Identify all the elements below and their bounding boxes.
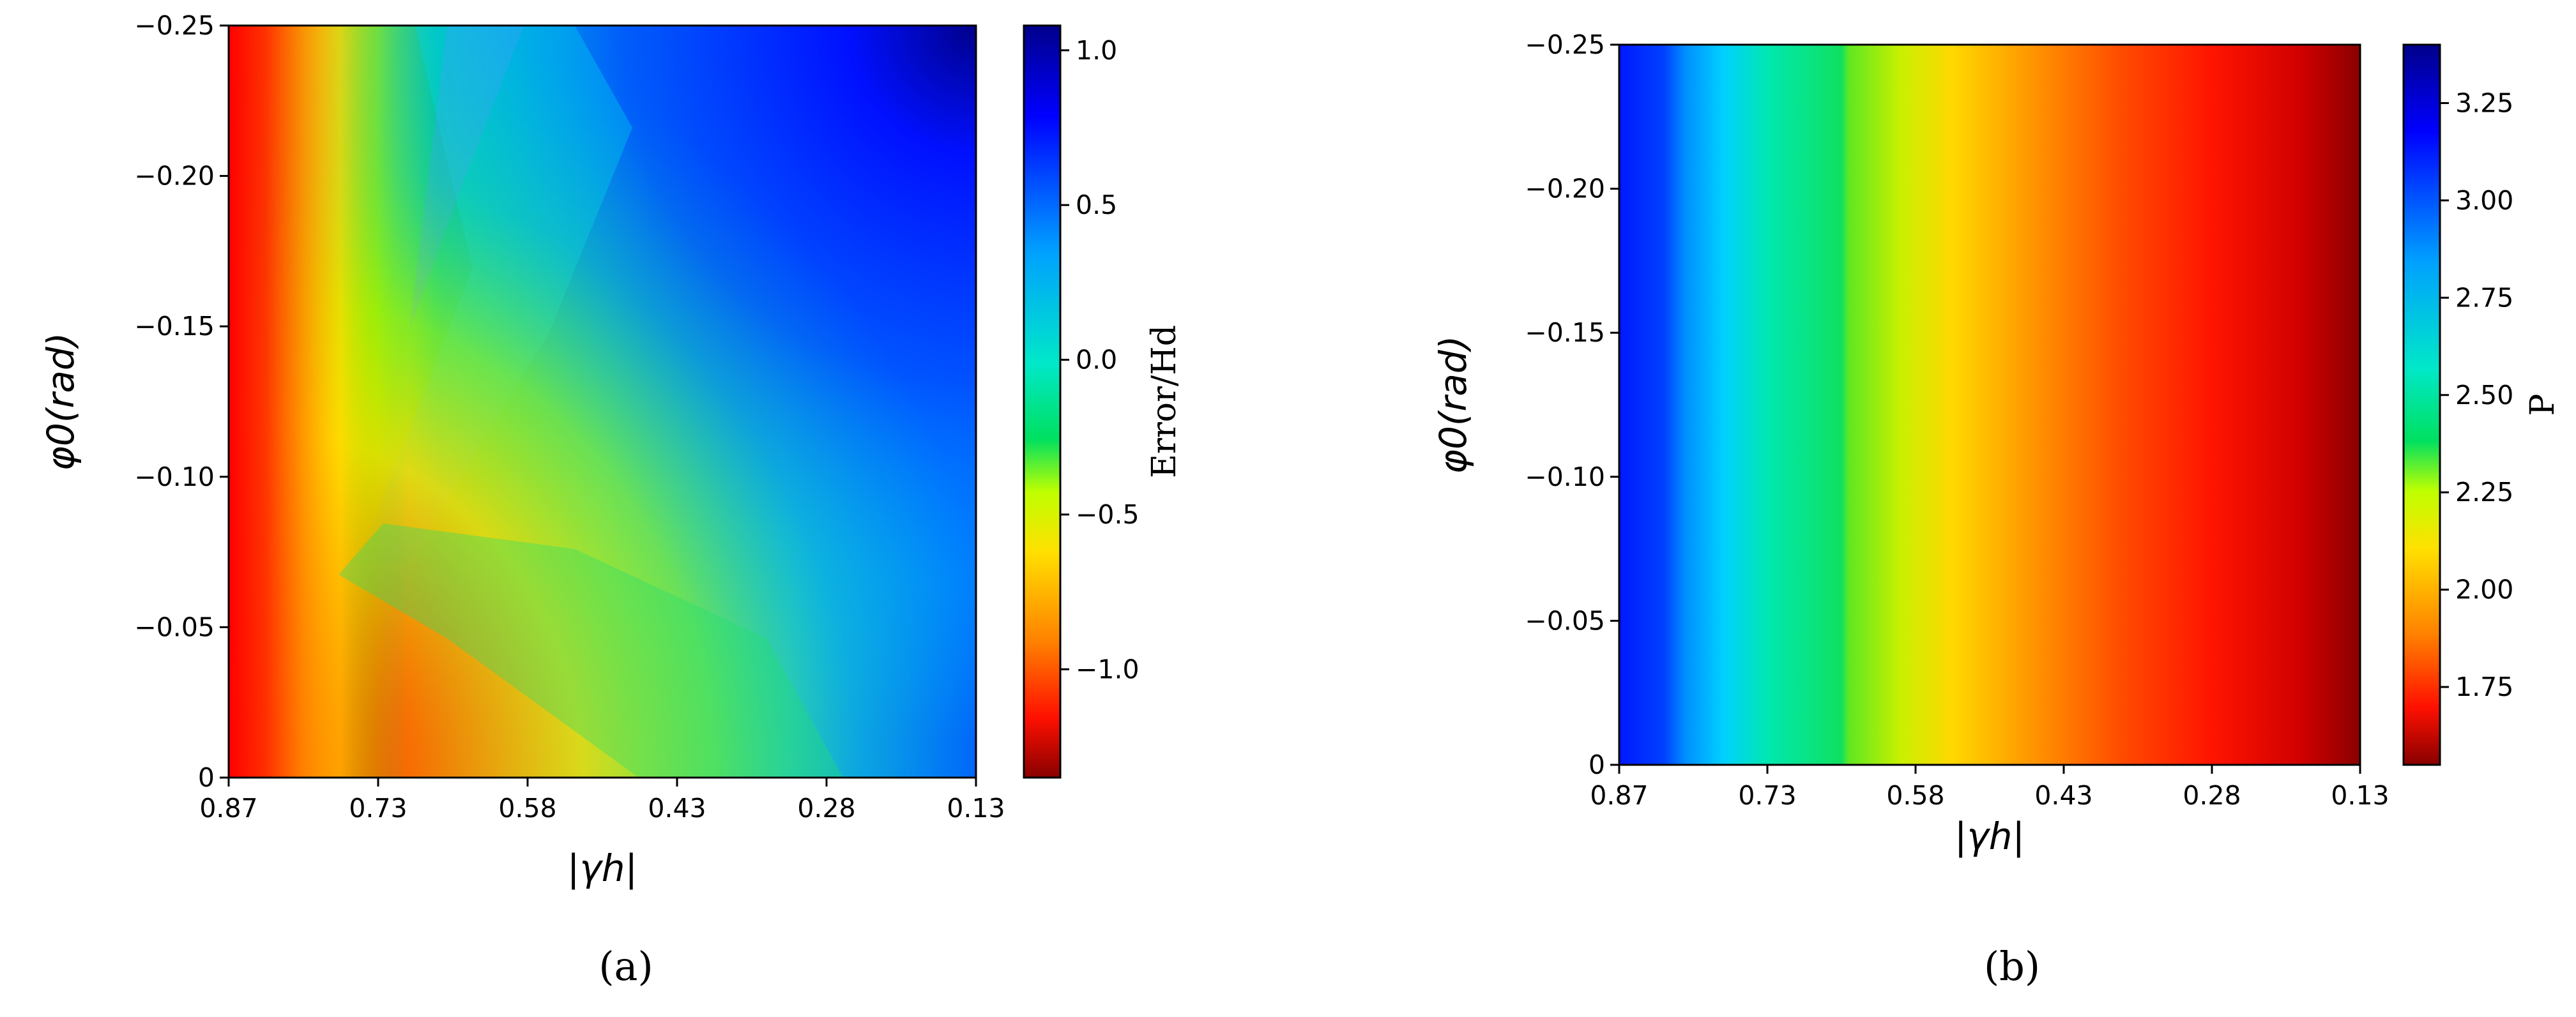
- x-tick-label: 0.87: [199, 793, 257, 824]
- colorbar-tick-label: 1.75: [2455, 672, 2513, 702]
- colorbar-tick-label: 1.0: [1076, 35, 1117, 66]
- heatmap-a-plot-area: [229, 26, 976, 778]
- colorbar-tick-label: 3.25: [2455, 87, 2513, 118]
- x-tick-label: 0.73: [349, 793, 407, 824]
- y-tick-label: −0.05: [1525, 605, 1605, 636]
- x-tick-label: 0.13: [2331, 780, 2389, 811]
- heatmap-panel-a: −0.25−0.20−0.15−0.10−0.050 0.87 0.73 0.58 0…: [39, 10, 1184, 990]
- heatmap-a-xlabel: |γh|: [567, 847, 637, 890]
- colorbar-a-label: Error/Hd: [1145, 325, 1184, 478]
- colorbar-tick-label: 0.5: [1076, 190, 1117, 220]
- y-tick-label: 0: [198, 762, 215, 793]
- colorbar-tick-label: −0.5: [1076, 499, 1139, 530]
- colorbar-a-ticks: 1.0 0.5 0.0 −0.5 −1.0: [1060, 35, 1139, 684]
- x-tick-label: 0.87: [1590, 780, 1648, 811]
- colorbar-b-ticks: 3.25 3.00 2.75 2.50 2.25 2.00 1.75: [2440, 87, 2513, 702]
- heatmap-a-ylabel: φ0(rad): [39, 333, 82, 471]
- colorbar-tick-label: 2.25: [2455, 477, 2513, 508]
- x-tick-label: 0.43: [648, 793, 706, 824]
- caption-b: (b): [1984, 943, 2040, 990]
- x-tick-label: 0.73: [1738, 780, 1796, 811]
- colorbar-tick-label: 2.00: [2455, 575, 2513, 605]
- heatmap-a-y-axis: −0.25 −0.20 −0.15 −0.10 −0.05 0: [134, 10, 229, 793]
- x-tick-label: 0.43: [2034, 780, 2092, 811]
- heatmap-a-x-axis: 0.87 0.73 0.58 0.43 0.28 0.13: [199, 778, 1005, 824]
- heatmap-b-x-axis: 0.87 0.73 0.58 0.43 0.28 0.13: [1590, 765, 2389, 811]
- heatmap-b-xlabel: |γh|: [1955, 815, 2025, 858]
- x-tick-label: 0.28: [2183, 780, 2241, 811]
- y-tick-label: −0.20: [134, 161, 215, 192]
- colorbar-tick-label: 2.50: [2455, 380, 2513, 411]
- colorbar-b-label: P: [2524, 394, 2562, 416]
- y-tick-label: −0.05: [134, 612, 215, 642]
- x-tick-label: 0.58: [1886, 780, 1944, 811]
- y-tick-label: −0.15: [1525, 317, 1605, 348]
- heatmap-b-y-axis: −0.25 −0.20 −0.15 −0.10 −0.05 0: [1525, 29, 1619, 780]
- caption-a: (a): [598, 943, 653, 990]
- colorbar-tick-label: −1.0: [1076, 654, 1139, 684]
- colorbar-tick-label: 0.0: [1076, 345, 1117, 375]
- heatmap-b-plot-area: [1619, 45, 2360, 765]
- heatmap-a-frame: [227, 24, 977, 779]
- heatmap-b-frame: [1618, 43, 2361, 766]
- heatmap-panel-b: −0.25−0.20−0.15−0.10−0.050 0.87 0.73 0.58 0…: [1431, 29, 2562, 990]
- y-tick-label: −0.10: [134, 462, 215, 492]
- y-tick-label: −0.10: [1525, 462, 1605, 492]
- y-tick-label: −0.20: [1525, 174, 1605, 204]
- x-tick-label: 0.13: [947, 793, 1005, 824]
- colorbar-a: [1023, 24, 1062, 779]
- x-tick-label: 0.58: [498, 793, 556, 824]
- colorbar-tick-label: 3.00: [2455, 185, 2513, 216]
- colorbar-tick-label: 2.75: [2455, 282, 2513, 313]
- y-tick-label: −0.25: [134, 10, 215, 41]
- y-tick-label: 0: [1589, 750, 1605, 780]
- x-tick-label: 0.28: [797, 793, 855, 824]
- heatmap-b-ylabel: φ0(rad): [1431, 336, 1475, 474]
- colorbar-b: [2402, 43, 2441, 766]
- y-tick-label: −0.25: [1525, 29, 1605, 60]
- y-tick-label: −0.15: [134, 311, 215, 342]
